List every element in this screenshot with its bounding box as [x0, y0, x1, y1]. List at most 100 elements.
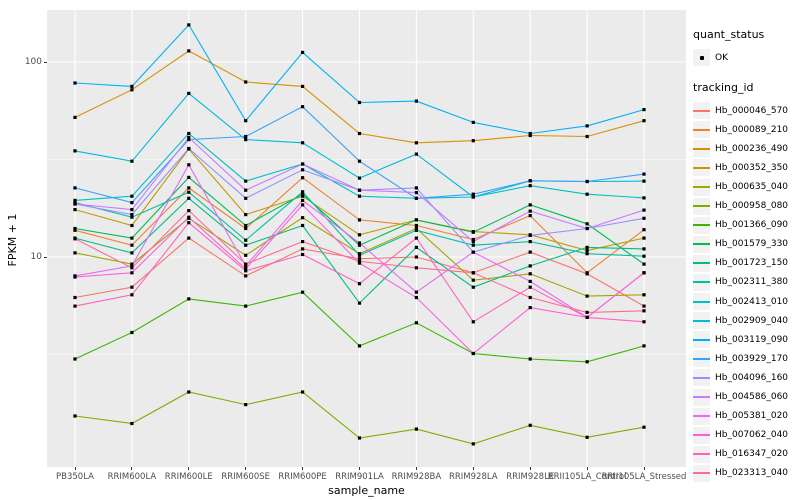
data-point [528, 179, 532, 183]
data-point [471, 240, 475, 244]
legend-label: Hb_003119_090 [715, 334, 789, 345]
legend: quant_status OK tracking_id Hb_000046_57… [693, 28, 799, 483]
legend-item-Hb_002909_040: Hb_002909_040 [693, 311, 799, 330]
legend-key [693, 121, 710, 139]
legend-label: Hb_003929_170 [715, 353, 789, 364]
data-point [130, 223, 134, 228]
y-tick-mark [44, 256, 47, 258]
data-point [585, 435, 589, 439]
x-tick-mark [415, 467, 417, 470]
legend-key [693, 102, 710, 120]
data-point [130, 159, 134, 163]
legend-key [693, 388, 710, 406]
legend-item-Hb_001723_150: Hb_001723_150 [693, 254, 799, 273]
data-point [528, 233, 532, 237]
legend-label: Hb_000046_570 [715, 105, 789, 116]
legend-item-Hb_007062_040: Hb_007062_040 [693, 426, 799, 445]
data-point [73, 237, 77, 241]
data-point [357, 218, 362, 222]
legend-label: Hb_001723_150 [715, 258, 789, 269]
data-point [73, 414, 77, 418]
data-point [130, 421, 134, 426]
data-point [301, 390, 305, 394]
data-point [528, 184, 532, 188]
data-point [130, 271, 134, 275]
legend-color-line-icon [693, 396, 710, 399]
data-point [187, 209, 191, 213]
data-point [301, 252, 305, 257]
data-point [301, 194, 305, 198]
data-point [528, 357, 532, 361]
data-point [244, 274, 248, 278]
data-point [471, 278, 475, 282]
legend-item-Hb_000352_350: Hb_000352_350 [693, 158, 799, 177]
legend-label: Hb_002311_380 [715, 277, 789, 288]
data-point [73, 251, 77, 255]
data-point [642, 344, 646, 348]
data-point [642, 262, 646, 266]
legend-color-line-icon [693, 319, 710, 322]
data-point [357, 259, 362, 263]
legend-key [693, 273, 710, 291]
data-point [414, 196, 418, 200]
legend-key [693, 407, 710, 425]
data-point [471, 250, 475, 254]
data-point [244, 134, 248, 139]
legend-key [693, 350, 710, 368]
data-point [301, 84, 305, 88]
legend-label: Hb_001366_090 [715, 220, 789, 231]
legend-label: Hb_002413_010 [715, 296, 789, 307]
data-point [528, 279, 532, 283]
data-point [471, 120, 475, 124]
legend-item-Hb_000958_080: Hb_000958_080 [693, 197, 799, 216]
legend-key [693, 369, 710, 387]
x-tick-mark [529, 467, 531, 470]
data-point [130, 262, 134, 266]
x-tick-label: RRIM928LA [448, 472, 498, 482]
legend-color-line-icon [693, 357, 710, 360]
data-point [642, 119, 646, 123]
legend-key [693, 235, 710, 253]
data-point [301, 223, 305, 228]
data-point [187, 186, 191, 190]
data-point [187, 23, 191, 27]
data-point [585, 310, 589, 314]
data-point [73, 149, 77, 153]
x-tick-mark [472, 467, 474, 470]
legend-key [693, 426, 710, 444]
data-point [528, 306, 532, 310]
data-point [642, 254, 646, 258]
legend-item-Hb_000236_490: Hb_000236_490 [693, 139, 799, 158]
data-point [130, 88, 134, 92]
data-point [73, 226, 77, 231]
data-point [301, 247, 305, 251]
legend-item-Hb_005381_020: Hb_005381_020 [693, 407, 799, 426]
data-point [642, 108, 646, 112]
data-point [301, 141, 305, 145]
legend-color-line-icon [693, 166, 710, 169]
data-point [471, 351, 475, 356]
legend-color-line-icon [693, 205, 710, 208]
plot-panel [47, 10, 686, 467]
data-point [301, 216, 305, 220]
legend-key-ok [693, 49, 710, 67]
data-point [585, 179, 589, 184]
data-point [130, 84, 134, 88]
legend-item-Hb_002413_010: Hb_002413_010 [693, 292, 799, 311]
data-point [585, 248, 589, 253]
data-point [301, 190, 305, 194]
data-point [642, 304, 646, 308]
legend-item-Hb_000635_040: Hb_000635_040 [693, 177, 799, 196]
legend-color-line-icon [693, 109, 710, 112]
legend-color-line-icon [693, 300, 710, 303]
x-tick-label: RRIM928LE [506, 472, 555, 482]
data-point [528, 250, 532, 254]
legend-key [693, 293, 710, 311]
data-point [130, 251, 134, 255]
data-point [130, 208, 134, 212]
data-point [130, 330, 134, 335]
legend-item-Hb_003929_170: Hb_003929_170 [693, 349, 799, 368]
data-point [528, 131, 532, 136]
legend-item-ok: OK [693, 48, 799, 67]
data-point [130, 293, 134, 297]
